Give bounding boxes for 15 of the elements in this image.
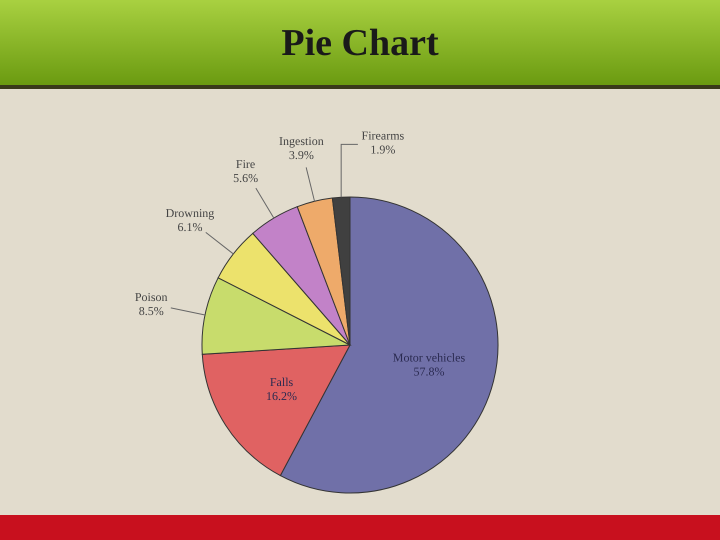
slice-label: Drowning: [166, 206, 214, 220]
chart-title: Pie Chart: [281, 20, 439, 64]
data-label: 8.5%: [138, 304, 164, 318]
data-label: 16.2%: [266, 389, 298, 404]
slice-label: Falls: [270, 375, 294, 390]
data-label: 5.6%: [233, 170, 258, 185]
slice-label: Firearms: [362, 128, 405, 142]
data-label: 6.1%: [177, 220, 202, 234]
slice-label: Motor vehicles: [392, 350, 466, 365]
slice-label: Ingestion: [279, 134, 324, 148]
data-label: 1.9%: [370, 142, 396, 156]
slice-label: Fire: [236, 156, 256, 171]
data-label: 3.9%: [288, 148, 314, 162]
data-label: 57.8%: [413, 364, 444, 379]
slice-label: Poison: [134, 290, 168, 304]
